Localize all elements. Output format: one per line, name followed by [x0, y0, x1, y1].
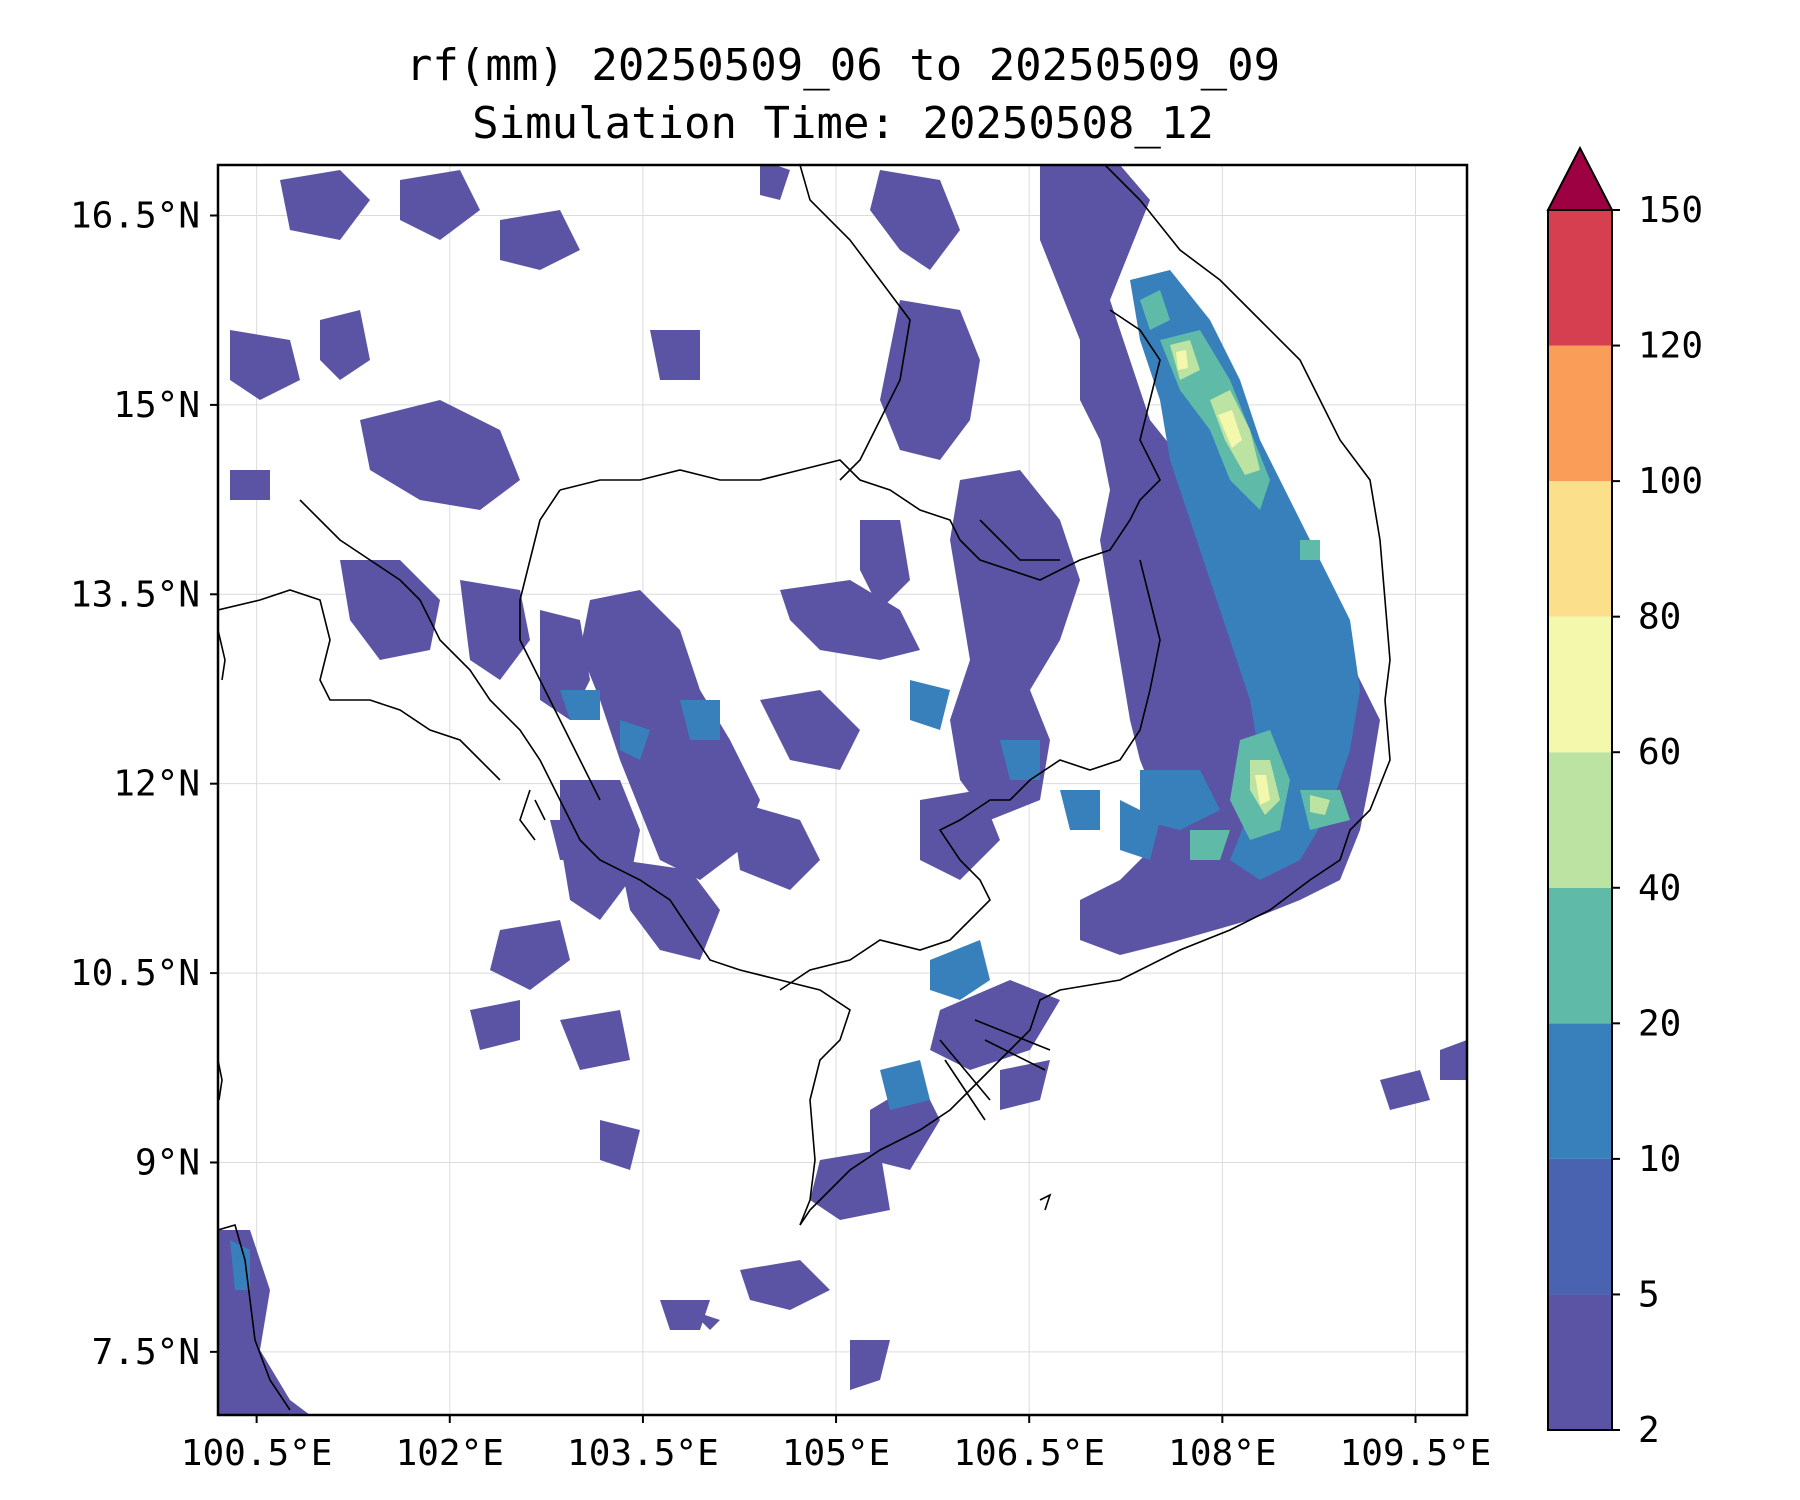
coastlines-borders — [218, 165, 1391, 1411]
colorbar-segment — [1548, 1023, 1612, 1159]
lat-tick-label: 9°N — [135, 1142, 200, 1183]
colorbar-segment — [1548, 1294, 1612, 1430]
colorbar-tick-label: 150 — [1638, 190, 1703, 231]
figure-subtitle: Simulation Time: 20250508_12 — [472, 98, 1214, 149]
lon-tick-label: 100.5°E — [181, 1433, 333, 1474]
rain-areas-10-20mm — [230, 270, 1360, 1290]
colorbar-tick-label: 60 — [1638, 732, 1681, 773]
colorbar-tick-label: 80 — [1638, 597, 1681, 638]
longitude-axis: 100.5°E 102°E 103.5°E 105°E 106.5°E 108°E 109.… — [181, 1415, 1492, 1474]
lon-tick-label: 106.5°E — [953, 1433, 1105, 1474]
colorbar-segment — [1548, 345, 1612, 482]
colorbar-segment — [1548, 1158, 1612, 1295]
colorbar-tick-label: 10 — [1638, 1139, 1681, 1180]
plot-frame — [216, 163, 1469, 1417]
lat-tick-label: 16.5°N — [70, 196, 200, 237]
lat-tick-label: 13.5°N — [70, 574, 200, 615]
lat-tick-label: 10.5°N — [70, 953, 200, 994]
colorbar-tick-label: 40 — [1638, 868, 1681, 909]
colorbar-tick-label: 120 — [1638, 326, 1703, 367]
colorbar: 2 5 10 20 40 60 80 100 120 150 — [1546, 145, 1703, 1451]
lon-tick-label: 102°E — [396, 1433, 504, 1474]
lon-tick-label: 109.5°E — [1340, 1433, 1492, 1474]
lon-tick-label: 105°E — [782, 1433, 890, 1474]
lon-tick-label: 108°E — [1168, 1433, 1276, 1474]
colorbar-tick-label: 2 — [1638, 1410, 1660, 1451]
lat-tick-label: 7.5°N — [92, 1332, 200, 1373]
figure-title: rf(mm) 20250509_06 to 20250509_09 — [405, 40, 1281, 91]
colorbar-tick-label: 5 — [1638, 1274, 1660, 1315]
colorbar-extend-arrow — [1546, 145, 1614, 211]
colorbar-segment — [1548, 616, 1612, 753]
lat-tick-label: 15°N — [113, 385, 200, 426]
colorbar-frame — [1547, 209, 1613, 1431]
colorbar-segment — [1548, 210, 1612, 346]
colorbar-segment — [1548, 481, 1612, 617]
colorbar-segment — [1548, 752, 1612, 888]
lon-tick-label: 103.5°E — [567, 1433, 719, 1474]
latitude-axis: 7.5°N 9°N 10.5°N 12°N 13.5°N 15°N 16.5°N — [70, 196, 218, 1373]
rain-areas-60-80mm — [1176, 350, 1270, 805]
rainfall-field — [218, 165, 1467, 1415]
colorbar-tick-label: 100 — [1638, 461, 1703, 502]
colorbar-segment — [1548, 887, 1612, 1024]
colorbar-tick-label: 20 — [1638, 1003, 1681, 1044]
lat-tick-label: 12°N — [113, 764, 200, 805]
